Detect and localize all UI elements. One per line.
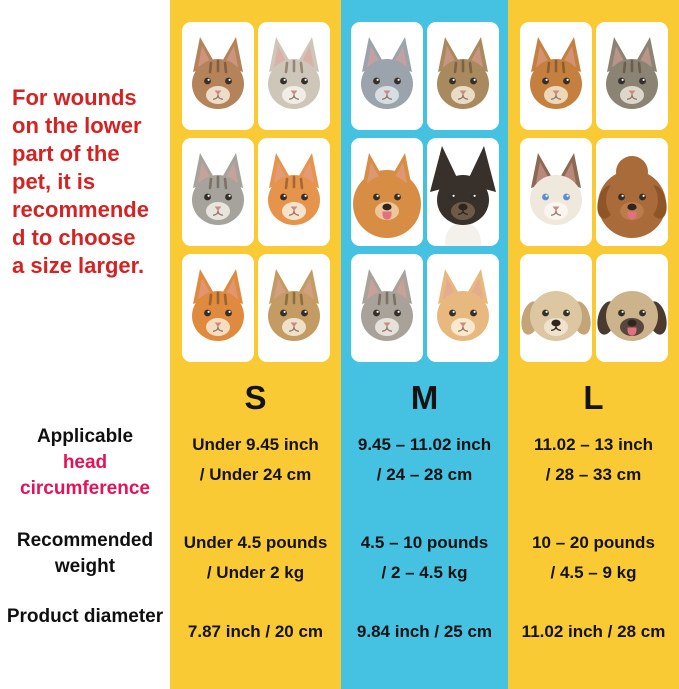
size-label: M: [410, 379, 439, 416]
size-label: S: [244, 379, 267, 416]
row-label-diameter: Product diameter: [6, 606, 164, 627]
circumference-line: / 28 – 33 cm: [545, 465, 642, 484]
pet-photo-grey-maine-coon-cat: [595, 22, 668, 130]
circumference-line: Under 9.45 inch: [192, 435, 319, 454]
circumference-line: 9.45 – 11.02 inch: [357, 435, 492, 454]
pet-photo-chihuahua-dog: [426, 138, 499, 246]
size-column-l: L 11.02 – 13 inch / 28 – 33 cm 10 – 20 poun…: [508, 0, 679, 689]
pet-photo-grey-british-shorthair-cat: [350, 22, 423, 130]
note-line: recommende: [12, 197, 149, 222]
pet-photo-grid: [170, 22, 341, 362]
pet-photo-brown-tabby-kitten: [257, 254, 330, 362]
pet-photo-brown-tabby-cat: [426, 22, 499, 130]
size-column-s: S Under 9.45 inch / Under 24 cm Under 4.5 p…: [170, 0, 341, 689]
circumference-line: / Under 24 cm: [199, 465, 312, 484]
row-label-weight: Recommended weight: [16, 530, 154, 577]
pet-photo-orange-kitten: [181, 254, 254, 362]
pet-photo-ragdoll-cat: [519, 138, 592, 246]
row-label-applicable: Applicable: [36, 426, 134, 447]
note-line: For wounds: [12, 85, 137, 110]
weight-value: 4.5 – 10 pounds / 2 – 4.5 kg: [341, 528, 508, 588]
note-line: pet, it is: [12, 169, 96, 194]
weight-line: Under 4.5 pounds: [183, 533, 328, 552]
pet-photo-pug-dog: [595, 254, 668, 362]
pet-photo-grid: [341, 22, 508, 362]
pet-photo-grey-tabby-kitten: [181, 138, 254, 246]
pet-photo-grey-tabby-cat: [350, 254, 423, 362]
pet-photo-havanese-puppy-dog: [519, 254, 592, 362]
weight-value: 10 – 20 pounds / 4.5 – 9 kg: [508, 528, 679, 588]
note-line: part of the: [12, 141, 120, 166]
diameter-value: 7.87 inch / 20 cm: [187, 622, 324, 641]
sizing-note: For wounds on the lower part of the pet,…: [12, 84, 149, 280]
pet-photo-orange-maine-coon-cat: [519, 22, 592, 130]
weight-line: / 2 – 4.5 kg: [381, 563, 468, 582]
circumference-value: 11.02 – 13 inch / 28 – 33 cm: [508, 430, 679, 490]
circumference-value: Under 9.45 inch / Under 24 cm: [170, 430, 341, 490]
circumference-line: 11.02 – 13 inch: [533, 435, 654, 454]
pet-photo-orange-tabby-kitten: [257, 138, 330, 246]
circumference-value: 9.45 – 11.02 inch / 24 – 28 cm: [341, 430, 508, 490]
circumference-line: / 24 – 28 cm: [376, 465, 473, 484]
note-line: a size larger.: [12, 253, 145, 278]
diameter-value: 11.02 inch / 28 cm: [521, 622, 666, 641]
weight-line: / 4.5 – 9 kg: [550, 563, 637, 582]
row-label-circumference: Applicable head circumference: [0, 424, 170, 502]
weight-line: 10 – 20 pounds: [532, 533, 655, 552]
note-line: on the lower: [12, 113, 142, 138]
pet-photo-silver-tabby-kitten: [257, 22, 330, 130]
size-column-m: M 9.45 – 11.02 inch / 24 – 28 cm 4.5 – 10 p…: [341, 0, 508, 689]
weight-line: 4.5 – 10 pounds: [360, 533, 489, 552]
pet-photo-fluffy-brown-kitten: [181, 22, 254, 130]
size-columns: S Under 9.45 inch / Under 24 cm Under 4.5 p…: [170, 0, 679, 689]
diameter-value: 9.84 inch / 25 cm: [356, 622, 493, 641]
pet-photo-toy-poodle-dog: [595, 138, 668, 246]
info-panel: For wounds on the lower part of the pet,…: [0, 0, 170, 689]
row-label-head-circumference: head circumference: [20, 452, 150, 499]
pet-photo-grid: [508, 22, 679, 362]
note-line: d to choose: [12, 225, 136, 250]
pet-photo-pomeranian-dog: [350, 138, 423, 246]
size-label: L: [583, 379, 604, 416]
weight-line: / Under 2 kg: [206, 563, 305, 582]
weight-value: Under 4.5 pounds / Under 2 kg: [170, 528, 341, 588]
pet-photo-cream-cat: [426, 254, 499, 362]
